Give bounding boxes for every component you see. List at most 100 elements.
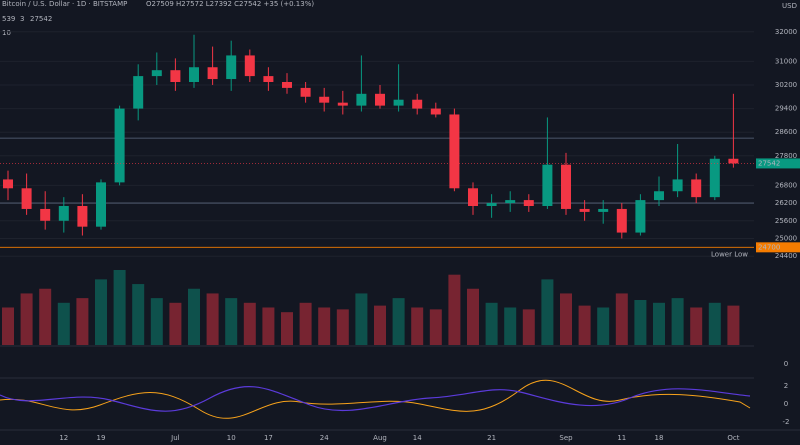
candle-body (579, 208, 590, 212)
candle-body (40, 208, 51, 221)
volume-bar (57, 302, 70, 345)
volume-bar (206, 293, 219, 345)
volume-bar (95, 279, 107, 345)
volume-bar (225, 298, 238, 345)
y-tick-label: 31000 (775, 57, 797, 65)
last-price-label: 27542 (758, 159, 780, 167)
volume-bar (355, 293, 368, 345)
volume-bar (485, 302, 498, 345)
candle-body (77, 206, 88, 227)
candle-body (114, 108, 125, 183)
price-axis (754, 0, 800, 445)
volume-bar (132, 284, 145, 345)
candle-body (393, 99, 404, 106)
volume-bar (318, 307, 331, 345)
candle-body (561, 164, 571, 209)
volume-bar (690, 307, 703, 345)
volume-bar (2, 307, 14, 345)
y-tick-label: 29400 (775, 105, 797, 113)
candle-body (282, 82, 292, 88)
currency: USD (782, 2, 797, 10)
candle-body (263, 76, 274, 82)
candle-body (672, 179, 683, 192)
candle-body (654, 191, 664, 201)
volume-bar (560, 293, 572, 345)
candle-body (58, 206, 69, 221)
candle-body (21, 188, 32, 209)
candle-body (244, 55, 255, 77)
y-tick-label: 26800 (775, 181, 797, 189)
indicator-value: 539 (2, 15, 15, 23)
volume-bar (653, 302, 665, 345)
pane-tick: 0 (784, 400, 788, 408)
volume-bar (727, 305, 740, 345)
candle-body (375, 93, 385, 106)
y-tick-label: 25600 (775, 217, 797, 225)
volume-bar (76, 298, 89, 345)
x-tick-label: 21 (487, 434, 496, 442)
candle-body (542, 164, 553, 206)
candle-body (151, 70, 162, 77)
volume-bar (467, 288, 479, 345)
volume-bar (634, 300, 647, 345)
indicator-value: 3 (20, 15, 24, 23)
candle-body (449, 114, 460, 189)
volume-bar (429, 309, 442, 345)
volume-bar (392, 298, 405, 345)
candle-body (207, 67, 218, 80)
candle-body (691, 179, 702, 198)
x-tick-label: Sep (559, 434, 573, 442)
candle-body (635, 200, 646, 233)
y-tick-label: 27800 (775, 152, 797, 160)
volume-bar (541, 279, 554, 345)
volume-bar (336, 309, 349, 345)
candle-body (319, 96, 330, 103)
candle-body (430, 108, 441, 115)
level-tag-label: 24700 (758, 243, 780, 251)
y-tick-label: 30200 (775, 81, 797, 89)
header-ohlc: O27509 H27572 L27392 C27542 +35 (+0.13%) (146, 0, 314, 8)
volume-bar (281, 312, 293, 345)
volume-bar (504, 307, 517, 345)
pane-tick: 2 (784, 382, 788, 390)
y-tick-label: 28600 (775, 128, 797, 136)
candle-body (709, 158, 720, 198)
x-tick-label: 12 (59, 434, 68, 442)
candle-body (300, 87, 311, 97)
x-tick-label: 11 (617, 434, 626, 442)
volume-bar (411, 307, 424, 345)
oscillator-line (0, 379, 751, 419)
candle-body (412, 99, 423, 109)
volume-bar (448, 274, 461, 345)
candle-body (728, 158, 739, 164)
x-tick-label: Aug (373, 434, 387, 442)
candle-body (226, 55, 237, 80)
candle-body (3, 179, 13, 189)
candle-body (616, 208, 627, 233)
volume-bar (374, 305, 386, 345)
candle-body (170, 70, 181, 82)
candle-body (189, 67, 199, 82)
volume-bar (615, 293, 628, 345)
volume-bar (262, 307, 275, 345)
volume-bar (522, 309, 535, 345)
candle-body (337, 102, 348, 106)
x-tick-label: 19 (97, 434, 106, 442)
x-tick-label: Jul (170, 434, 180, 442)
volume-bar (243, 302, 256, 345)
indicator-value: 10 (2, 29, 11, 37)
y-tick-label: 25000 (775, 234, 797, 242)
volume-bar (20, 293, 33, 345)
volume-bar (299, 302, 312, 345)
x-tick-label: Oct (727, 434, 739, 442)
level-tag (756, 242, 800, 253)
candle-body (598, 208, 609, 212)
x-tick-label: 24 (320, 434, 329, 442)
x-tick-label: 14 (413, 434, 422, 442)
volume-bar (188, 288, 200, 345)
volume-bar (597, 307, 610, 345)
candle-body (96, 182, 106, 227)
x-tick-label: 17 (264, 434, 273, 442)
pane-tick: 0 (784, 360, 788, 368)
